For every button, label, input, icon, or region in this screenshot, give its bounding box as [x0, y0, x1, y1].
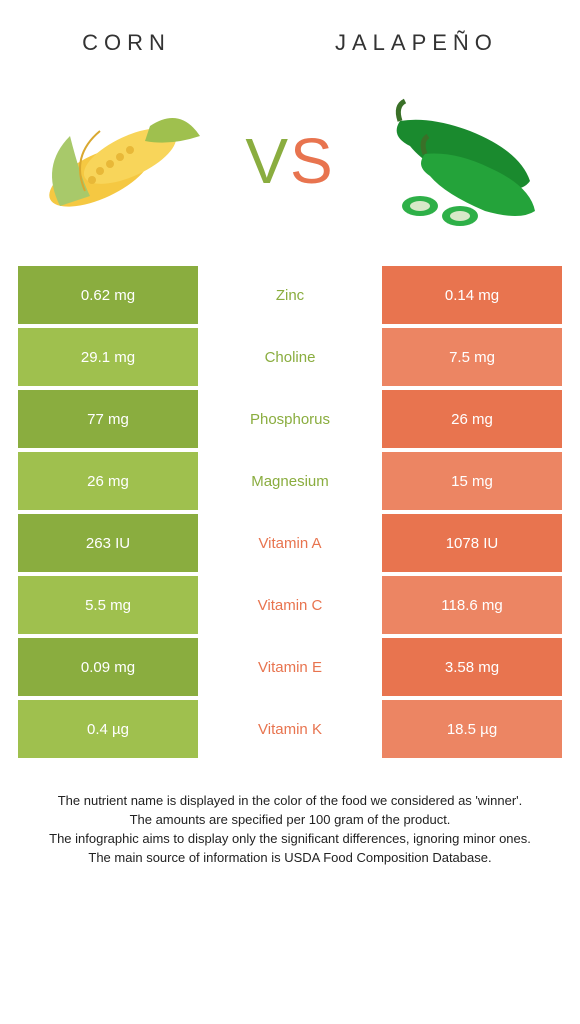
nutrient-table: 0.62 mgZinc0.14 mg29.1 mgCholine7.5 mg77…	[0, 266, 580, 758]
nutrient-row: 263 IUVitamin A1078 IU	[18, 514, 562, 572]
nutrient-name: Vitamin E	[198, 638, 382, 696]
nutrient-row: 29.1 mgCholine7.5 mg	[18, 328, 562, 386]
nutrient-row: 0.09 mgVitamin E3.58 mg	[18, 638, 562, 696]
jalapeno-value: 3.58 mg	[382, 638, 562, 696]
jalapeno-value: 7.5 mg	[382, 328, 562, 386]
corn-image	[30, 86, 210, 236]
nutrient-name: Phosphorus	[198, 390, 382, 448]
nutrient-name: Choline	[198, 328, 382, 386]
corn-value: 77 mg	[18, 390, 198, 448]
corn-value: 5.5 mg	[18, 576, 198, 634]
nutrient-row: 5.5 mgVitamin C118.6 mg	[18, 576, 562, 634]
jalapeno-value: 0.14 mg	[382, 266, 562, 324]
jalapeno-value: 15 mg	[382, 452, 562, 510]
title-corn: Corn	[82, 30, 171, 56]
jalapeno-value: 26 mg	[382, 390, 562, 448]
nutrient-name: Vitamin C	[198, 576, 382, 634]
footer-line: The main source of information is USDA F…	[20, 849, 560, 868]
nutrient-name: Vitamin K	[198, 700, 382, 758]
jalapeno-value: 1078 IU	[382, 514, 562, 572]
footer-line: The infographic aims to display only the…	[20, 830, 560, 849]
corn-value: 26 mg	[18, 452, 198, 510]
corn-value: 0.62 mg	[18, 266, 198, 324]
vs-label: VS	[245, 124, 334, 198]
corn-value: 29.1 mg	[18, 328, 198, 386]
nutrient-row: 26 mgMagnesium15 mg	[18, 452, 562, 510]
header: Corn Jalapeño	[0, 0, 580, 66]
nutrient-name: Magnesium	[198, 452, 382, 510]
nutrient-name: Zinc	[198, 266, 382, 324]
nutrient-row: 0.62 mgZinc0.14 mg	[18, 266, 562, 324]
nutrient-row: 77 mgPhosphorus26 mg	[18, 390, 562, 448]
nutrient-row: 0.4 µgVitamin K18.5 µg	[18, 700, 562, 758]
nutrient-name: Vitamin A	[198, 514, 382, 572]
footer-line: The amounts are specified per 100 gram o…	[20, 811, 560, 830]
corn-value: 0.09 mg	[18, 638, 198, 696]
corn-value: 263 IU	[18, 514, 198, 572]
jalapeno-value: 118.6 mg	[382, 576, 562, 634]
vs-s: S	[290, 125, 335, 197]
footer-notes: The nutrient name is displayed in the co…	[0, 762, 580, 867]
jalapeno-image	[370, 86, 550, 236]
jalapeno-value: 18.5 µg	[382, 700, 562, 758]
corn-value: 0.4 µg	[18, 700, 198, 758]
hero-row: VS	[0, 66, 580, 266]
vs-v: V	[245, 125, 290, 197]
title-jalapeno: Jalapeño	[335, 30, 498, 56]
footer-line: The nutrient name is displayed in the co…	[20, 792, 560, 811]
